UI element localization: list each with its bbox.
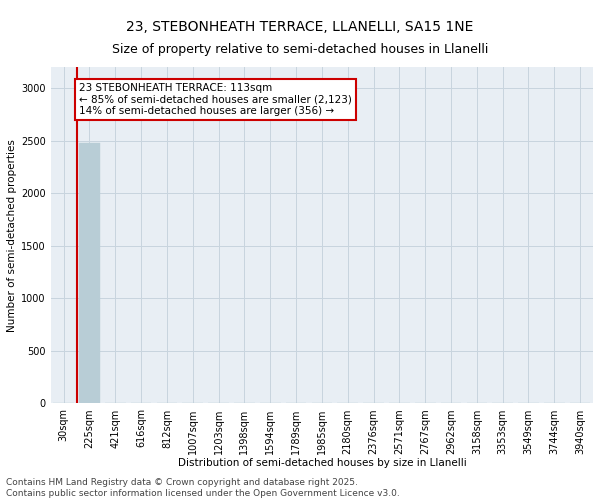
Text: 23, STEBONHEATH TERRACE, LLANELLI, SA15 1NE: 23, STEBONHEATH TERRACE, LLANELLI, SA15 …	[127, 20, 473, 34]
Bar	[79, 143, 100, 404]
Text: 23 STEBONHEATH TERRACE: 113sqm
← 85% of semi-detached houses are smaller (2,123): 23 STEBONHEATH TERRACE: 113sqm ← 85% of …	[79, 82, 352, 116]
X-axis label: Distribution of semi-detached houses by size in Llanelli: Distribution of semi-detached houses by …	[178, 458, 466, 468]
Text: Size of property relative to semi-detached houses in Llanelli: Size of property relative to semi-detach…	[112, 42, 488, 56]
Y-axis label: Number of semi-detached properties: Number of semi-detached properties	[7, 138, 17, 332]
Text: Contains HM Land Registry data © Crown copyright and database right 2025.
Contai: Contains HM Land Registry data © Crown c…	[6, 478, 400, 498]
